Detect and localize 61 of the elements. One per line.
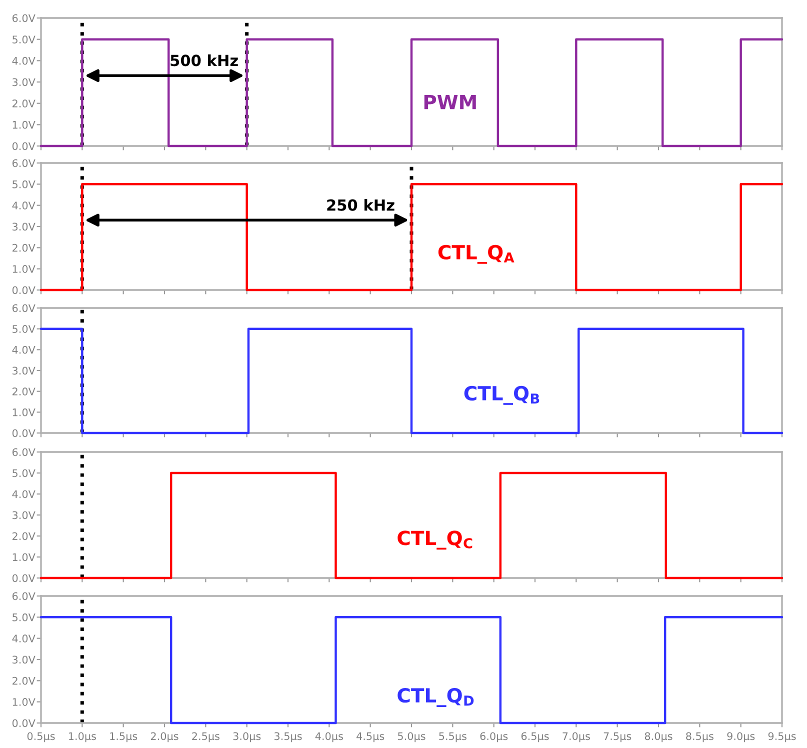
x-tick-label: 5.5µs xyxy=(439,732,466,742)
y-tick-label: 0.0V xyxy=(12,429,36,438)
x-tick-label: 7.0µs xyxy=(562,732,590,742)
series-label: CTL_Q$_{D}$ xyxy=(398,688,474,707)
y-tick-label: 6.0V xyxy=(12,304,36,312)
x-tick-label: 2.0µs xyxy=(150,732,178,742)
y-tick-label: 3.0V xyxy=(12,78,36,86)
x-tick-label: 9.0µs xyxy=(727,732,755,742)
y-tick-label: 5.0V xyxy=(12,469,36,478)
x-tick-label: 4.0µs xyxy=(315,732,343,742)
series-label: CTL_Q$_{C}$ xyxy=(398,530,472,550)
y-tick-label: 3.0V xyxy=(12,366,36,375)
y-tick-label: 5.0V xyxy=(12,325,36,333)
x-tick-label: 2.5µs xyxy=(192,732,220,742)
y-tick-label: 3.0V xyxy=(12,511,36,520)
y-tick-label: 0.0V xyxy=(12,719,36,728)
x-tick-label: 6.5µs xyxy=(521,732,549,742)
y-tick-label: 1.0V xyxy=(12,265,36,273)
y-tick-label: 5.0V xyxy=(12,36,36,44)
annotation: 500 kHz xyxy=(170,54,238,66)
y-tick-label: 4.0V xyxy=(12,490,36,498)
x-tick-label: 6.0µs xyxy=(480,732,508,742)
y-tick-label: 5.0V xyxy=(12,613,36,622)
x-tick-label: 8.0µs xyxy=(644,732,672,742)
y-tick-label: 6.0V xyxy=(12,14,36,22)
y-tick-label: 0.0V xyxy=(12,142,36,150)
x-tick-label: 5.0µs xyxy=(398,732,426,742)
x-tick-label: 0.5µs xyxy=(27,732,55,742)
y-tick-label: 4.0V xyxy=(12,346,36,354)
y-tick-label: 6.0V xyxy=(12,159,36,168)
y-tick-label: 1.0V xyxy=(12,408,36,416)
y-tick-label: 2.0V xyxy=(12,244,36,252)
y-tick-label: 2.0V xyxy=(12,532,36,540)
y-tick-label: 4.0V xyxy=(12,202,36,210)
y-tick-label: 1.0V xyxy=(12,553,36,562)
y-tick-label: 6.0V xyxy=(12,592,36,600)
y-tick-label: 2.0V xyxy=(12,100,36,108)
x-tick-label: 3.5µs xyxy=(274,732,302,742)
x-tick-label: 9.5µs xyxy=(768,732,796,742)
x-tick-label: 7.5µs xyxy=(604,732,632,742)
x-tick-label: 4.5µs xyxy=(356,732,384,742)
y-tick-label: 4.0V xyxy=(12,634,36,642)
y-tick-label: 5.0V xyxy=(12,180,36,188)
y-tick-label: 0.0V xyxy=(12,574,36,582)
y-tick-label: 3.0V xyxy=(12,222,36,231)
x-tick-label: 1.0µs xyxy=(69,732,96,742)
x-tick-label: 3.0µs xyxy=(233,732,261,742)
series-label: CTL_Q$_{A}$ xyxy=(438,244,514,264)
x-tick-label: 8.5µs xyxy=(686,732,714,742)
y-tick-label: 1.0V xyxy=(12,698,36,706)
annotation: 250 kHz xyxy=(327,199,394,211)
y-tick-label: 3.0V xyxy=(12,656,36,664)
y-tick-label: 1.0V xyxy=(12,120,36,129)
y-tick-label: 2.0V xyxy=(12,676,36,685)
y-tick-label: 4.0V xyxy=(12,56,36,65)
y-tick-label: 2.0V xyxy=(12,388,36,396)
y-tick-label: 0.0V xyxy=(12,286,36,294)
x-tick-label: 1.5µs xyxy=(110,732,138,742)
series-label: PWM xyxy=(424,94,476,110)
y-tick-label: 6.0V xyxy=(12,448,36,456)
series-label: CTL_Q$_{B}$ xyxy=(464,386,540,405)
